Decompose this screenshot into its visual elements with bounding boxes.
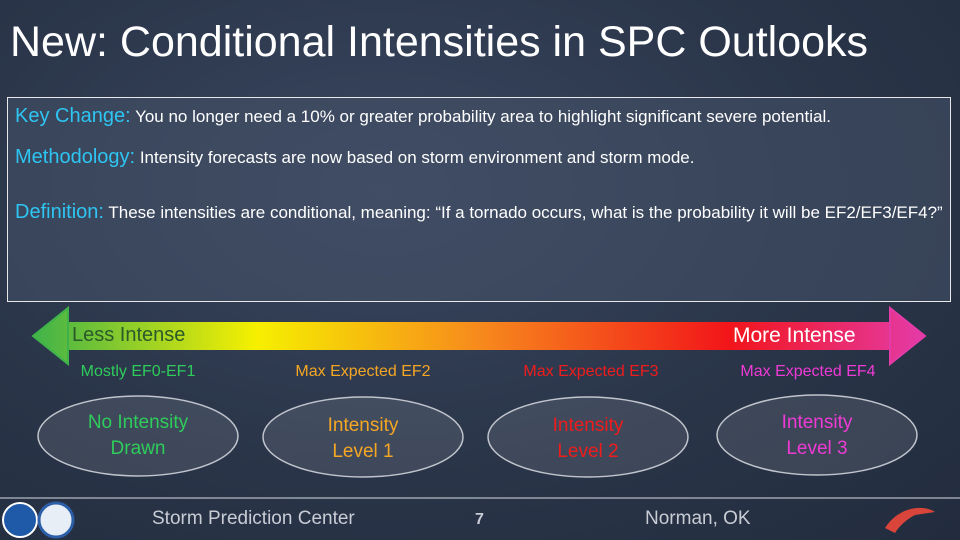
info-item: Key Change: You no longer need a 10% or … [15,104,943,129]
info-item: Methodology: Intensity forecasts are now… [15,145,943,170]
level-caption: Mostly EF0-EF1 [80,363,196,380]
info-label: Methodology: [15,146,136,168]
level-label: Intensity Level 1 [263,413,463,465]
label-line: Level 2 [557,441,619,462]
info-label: Definition: [15,201,104,223]
level-ellipse [262,396,464,478]
level-caption: Max Expected EF4 [740,363,876,380]
spc-logo [885,507,935,533]
info-text: These intensities are conditional, meani… [108,203,943,222]
level-label: No Intensity Drawn [38,410,238,462]
arrow-left-head [31,305,69,367]
arrow-right-head [889,305,927,367]
nws-logo [37,501,75,539]
level-label: Intensity Level 3 [717,410,917,462]
info-item: Definition: These intensities are condit… [15,200,943,225]
slide-title: New: Conditional Intensities in SPC Outl… [10,18,869,66]
footer-right: Norman, OK [645,508,751,529]
level-label: Intensity Level 2 [488,413,688,465]
ellipses [37,394,918,478]
info-text: You no longer need a 10% or greater prob… [135,107,831,126]
label-line: Intensity [781,412,853,433]
level-caption: Max Expected EF3 [523,363,659,380]
label-line: Intensity [327,415,399,436]
label-line: Level 3 [786,438,848,459]
intensity-arrow [33,308,925,364]
page-number: 7 [475,511,484,528]
label-line: No Intensity [87,412,189,433]
footer-left: Storm Prediction Center [152,508,355,529]
level-caption: Max Expected EF2 [295,363,431,380]
scale-left-label: Less Intense [72,324,186,346]
label-line: Intensity [552,415,624,436]
info-text: Intensity forecasts are now based on sto… [139,148,695,167]
level-ellipse [716,394,918,476]
label-line: Drawn [110,438,166,459]
info-box: Key Change: You no longer need a 10% or … [7,97,951,302]
level-ellipse [487,396,689,478]
noaa-logo [2,502,38,538]
level-ellipse [37,395,239,477]
scale-right-label: More Intense [733,324,856,347]
info-label: Key Change: [15,105,131,127]
label-line: Level 1 [332,441,394,462]
